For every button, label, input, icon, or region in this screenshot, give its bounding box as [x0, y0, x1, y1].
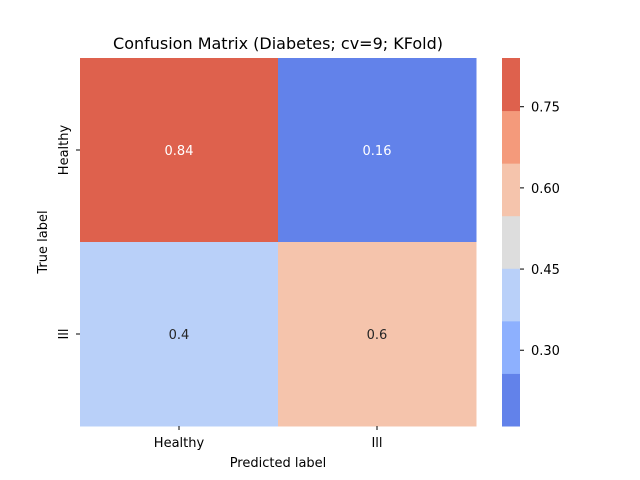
- x-tick-label: Ill: [371, 436, 382, 451]
- y-tick-label: Ill: [57, 328, 72, 339]
- heatmap-cells: [80, 58, 477, 427]
- colorbar-tick-label: 0.75: [531, 101, 560, 116]
- colorbar-segment: [502, 110, 520, 164]
- colorbar-segment: [502, 215, 520, 269]
- colorbar-tick-label: 0.60: [531, 182, 560, 197]
- x-axis-ticks: Healthy Ill: [154, 426, 383, 451]
- colorbar-segment: [502, 163, 520, 217]
- y-axis-ticks: Healthy Ill: [57, 125, 80, 340]
- heatmap-cell: [80, 58, 279, 243]
- x-axis-label: Predicted label: [230, 456, 327, 471]
- colorbar-tick-label: 0.30: [531, 344, 560, 359]
- cell-value-label: 0.6: [367, 328, 388, 343]
- heatmap-cell-labels: 0.84 0.16 0.4 0.6: [165, 144, 392, 343]
- y-axis-label: True label: [36, 210, 51, 274]
- cell-value-label: 0.4: [169, 328, 190, 343]
- colorbar-segment: [502, 58, 520, 112]
- colorbar-segment: [502, 320, 520, 374]
- chart-title: Confusion Matrix (Diabetes; cv=9; KFold): [113, 34, 443, 53]
- x-tick-label: Healthy: [154, 436, 205, 451]
- y-tick-label: Healthy: [57, 125, 72, 176]
- cell-value-label: 0.16: [363, 144, 392, 159]
- heatmap-cell: [278, 58, 477, 243]
- cell-value-label: 0.84: [165, 144, 194, 159]
- colorbar-segment: [502, 268, 520, 322]
- heatmap-cell: [80, 242, 279, 427]
- colorbar-segment: [502, 373, 520, 427]
- colorbar-tick-label: 0.45: [531, 263, 560, 278]
- colorbar: [502, 58, 520, 427]
- colorbar-ticks: 0.30 0.45 0.60 0.75: [520, 101, 560, 359]
- heatmap-cell: [278, 242, 477, 427]
